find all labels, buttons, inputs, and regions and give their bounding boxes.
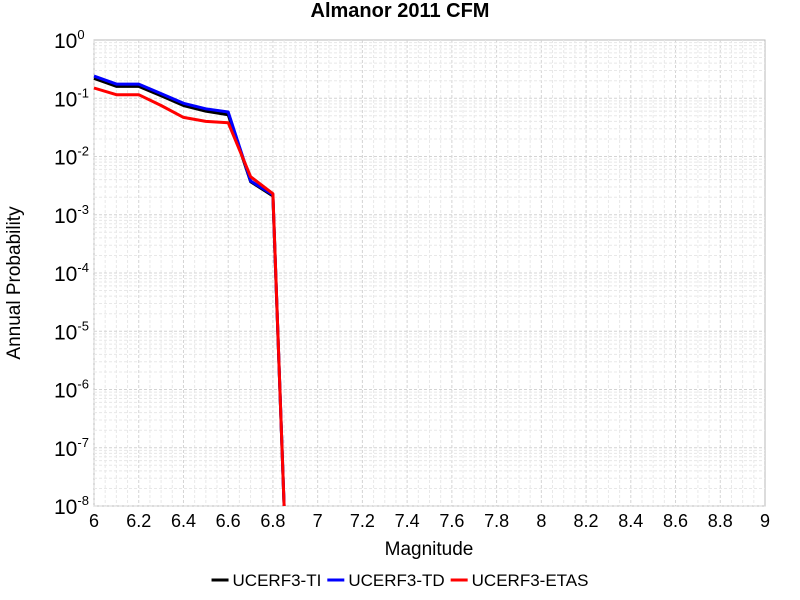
x-tick-label: 7.2 [350,511,375,531]
y-axis-label: Annual Probability [4,206,25,360]
x-tick-label: 8 [536,511,546,531]
x-tick-label: 7.4 [395,511,420,531]
series-line-ucerf3-td [93,74,286,507]
x-tick-label: 8.8 [708,511,733,531]
y-tick-label: 10-3 [54,202,89,228]
x-tick-label: 7.8 [484,511,509,531]
legend-label: UCERF3-TI [233,571,322,590]
series-line-ucerf3-etas [93,86,286,507]
y-tick-label: 10-2 [54,144,89,170]
x-tick-label: 6.8 [260,511,285,531]
x-tick-label: 6 [89,511,99,531]
x-tick-label: 6.6 [216,511,241,531]
series-lines [93,74,286,507]
y-tick-label: 10-1 [54,85,89,111]
x-tick-label: 8.4 [618,511,643,531]
y-tick-label: 10-8 [54,493,89,519]
y-tick-label: 10-5 [54,318,89,344]
x-tick-label: 6.4 [171,511,196,531]
legend-label: UCERF3-ETAS [472,571,589,590]
x-tick-labels: 6 6.2 6.4 6.6 6.8 7 7.2 7.4 7.6 7.8 8 8.2 8.4 8.6 8.8 9 [89,511,770,531]
chart-title: Almanor 2011 CFM [311,0,490,22]
x-tick-label: 7 [313,511,323,531]
legend-label: UCERF3-TD [348,571,444,590]
y-tick-label: 10-7 [54,435,89,461]
x-tick-label: 6.2 [126,511,151,531]
x-tick-label: 9 [760,511,770,531]
y-tick-label: 10-6 [54,377,89,403]
y-tick-label: 100 [54,27,85,53]
y-tick-label: 10-4 [54,260,89,286]
legend: UCERF3-TI UCERF3-TD UCERF3-ETAS [211,571,589,590]
x-tick-label: 8.6 [663,511,688,531]
y-tick-labels: 100 10-1 10-2 10-3 10-4 10-5 10-6 10-7 10-8 [54,27,89,519]
x-tick-label: 8.2 [574,511,599,531]
x-axis-label: Magnitude [385,539,474,560]
x-tick-label: 7.6 [439,511,464,531]
